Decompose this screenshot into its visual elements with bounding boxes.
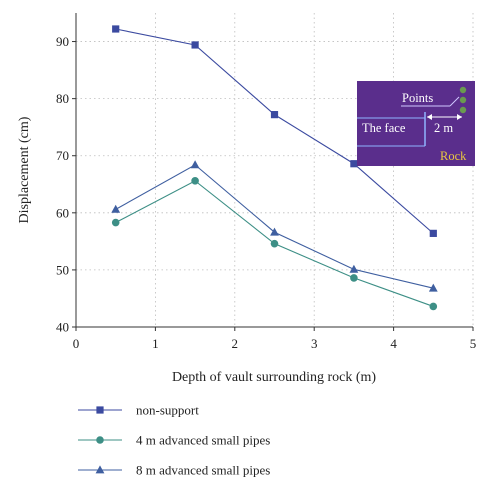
series-layer bbox=[111, 25, 438, 311]
data-point bbox=[350, 274, 358, 282]
legend-item: 8 m advanced small pipes bbox=[78, 463, 270, 478]
x-tick-label: 3 bbox=[311, 336, 318, 351]
y-tick-label: 40 bbox=[56, 320, 69, 335]
data-point bbox=[111, 204, 121, 213]
series-1 bbox=[112, 25, 437, 237]
legend-marker bbox=[95, 465, 105, 474]
y-tick-label: 80 bbox=[56, 91, 69, 106]
y-tick-labels: 40 50 60 70 80 90 bbox=[56, 34, 76, 335]
y-tick-label: 50 bbox=[56, 262, 69, 277]
y-tick-label: 90 bbox=[56, 34, 69, 49]
inset-point-marker bbox=[459, 96, 467, 104]
x-tick-label: 2 bbox=[232, 336, 239, 351]
inset-arrow-right-icon bbox=[457, 114, 462, 120]
x-tick-label: 5 bbox=[470, 336, 477, 351]
axes bbox=[75, 13, 473, 328]
inset-point-marker bbox=[459, 86, 467, 94]
legend-label: non-support bbox=[136, 403, 199, 418]
legend-marker bbox=[96, 436, 104, 444]
legend-label: 8 m advanced small pipes bbox=[136, 463, 270, 478]
x-tick-label: 4 bbox=[390, 336, 397, 351]
data-point bbox=[191, 41, 199, 49]
data-point bbox=[191, 177, 199, 185]
inset-face-label: The face bbox=[362, 121, 406, 135]
x-tick-labels: 0 1 2 3 4 5 bbox=[73, 327, 477, 351]
data-point bbox=[270, 239, 279, 248]
legend-marker bbox=[96, 406, 104, 414]
y-axis-label: Displacement (cm) bbox=[17, 116, 32, 223]
x-axis-label: Depth of vault surrounding rock (m) bbox=[172, 370, 376, 385]
series-2 bbox=[111, 177, 438, 311]
data-point bbox=[111, 218, 120, 227]
legend: non-support 4 m advanced small pipes 8 m a… bbox=[78, 403, 270, 478]
series-3 bbox=[111, 160, 438, 292]
legend-item: non-support bbox=[78, 403, 199, 418]
x-tick-label: 1 bbox=[152, 336, 159, 351]
data-point bbox=[190, 160, 200, 169]
data-point bbox=[349, 264, 359, 273]
grid-lines bbox=[76, 13, 474, 327]
data-point bbox=[270, 227, 279, 236]
inset-point-marker bbox=[459, 106, 467, 114]
x-tick-label: 0 bbox=[73, 336, 80, 351]
legend-label: 4 m advanced small pipes bbox=[136, 433, 270, 448]
data-point bbox=[429, 229, 437, 237]
y-tick-label: 60 bbox=[56, 205, 69, 220]
data-point bbox=[350, 160, 358, 168]
inset-arrow-left-icon bbox=[427, 114, 432, 120]
inset-diagram: Points The face 2 m Rock bbox=[357, 81, 475, 166]
inset-distance-label: 2 m bbox=[434, 121, 453, 135]
inset-background bbox=[357, 81, 475, 166]
data-point bbox=[270, 111, 279, 119]
data-point bbox=[428, 283, 438, 292]
inset-points-leader bbox=[449, 96, 460, 107]
inset-rock-label: Rock bbox=[440, 149, 467, 163]
legend-item: 4 m advanced small pipes bbox=[78, 433, 270, 448]
data-point bbox=[429, 302, 438, 311]
data-point bbox=[112, 25, 120, 33]
y-tick-label: 70 bbox=[56, 148, 69, 163]
inset-points-label: Points bbox=[402, 91, 433, 105]
